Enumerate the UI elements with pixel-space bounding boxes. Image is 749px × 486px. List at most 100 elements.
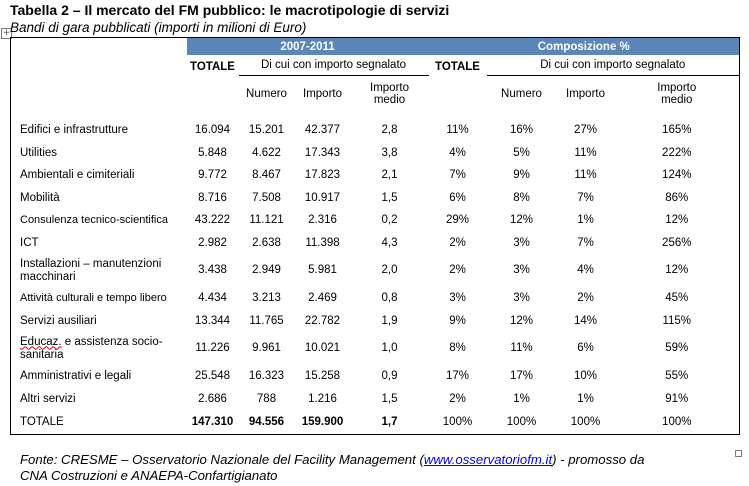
cell-value: 0,9 <box>381 370 398 383</box>
header-medio: medio <box>373 94 406 106</box>
table-row: ICT 2.982 2.638 11.398 4,3 2% 3% 7% 256% <box>11 232 740 255</box>
cell-value: 1,0 <box>381 342 398 354</box>
cell-value: 2,0 <box>381 264 398 276</box>
cell-value: 17.343 <box>304 146 341 159</box>
cell-value: 5.981 <box>308 264 337 276</box>
cell-value: 10% <box>573 370 598 383</box>
cell-value: 2% <box>449 236 466 249</box>
cell-value: 11.121 <box>249 214 284 227</box>
cell-value: 3% <box>449 292 466 305</box>
header-pct-totale: TOTALE <box>435 61 480 73</box>
cell-value: 9% <box>513 169 530 182</box>
header-totale: TOTALE <box>190 61 235 73</box>
cell-value: 11% <box>574 169 597 182</box>
cell-value: 12% <box>665 214 689 227</box>
cell-value: 1,5 <box>381 392 398 405</box>
header-composition: Composizione % <box>428 37 740 55</box>
cell-value: 59% <box>665 342 689 354</box>
cell-value: 12% <box>509 214 534 227</box>
header-period: 2007-2011 <box>186 37 429 55</box>
cell-value: 0,2 <box>381 214 398 227</box>
cell-value: 115% <box>662 314 692 327</box>
cell-value: 25.548 <box>194 370 231 383</box>
row-label: ICT <box>20 236 39 249</box>
cell-value: 788 <box>256 392 277 405</box>
cell-value: 11.226 <box>195 342 230 354</box>
text: macchinari <box>20 270 76 283</box>
cell-value: 1,7 <box>381 416 398 428</box>
table-row: Mobilità 8.716 7.508 10.917 1,5 6% 8% 7% 86% <box>11 187 740 210</box>
cell-value: 2.949 <box>252 264 281 276</box>
cell-value: 11% <box>574 146 597 159</box>
cell-value: 124% <box>662 169 692 182</box>
cell-value: 7% <box>449 169 466 182</box>
cell-value: 1% <box>577 214 594 227</box>
header-importo-medio: Importo <box>370 82 409 94</box>
row-label: Ambientali e cimiteriali <box>20 169 135 182</box>
cell-value: 1% <box>513 392 530 405</box>
row-label: Consulenza tecnico-scientifica <box>20 214 168 227</box>
cell-value: 3% <box>513 292 530 305</box>
cell-value: 22.782 <box>304 314 341 327</box>
header-pct-numero: Numero <box>501 88 542 100</box>
table-row: Altri servizi 2.686 788 1.216 1,5 2% 1% 1% 91% <box>11 388 740 411</box>
cell-value: 1,5 <box>381 191 398 204</box>
cell-value: 17% <box>445 370 470 383</box>
cell-value: 11% <box>510 342 533 354</box>
source-note: Fonte: CRESME – Osservatorio Nazionale d… <box>20 452 644 484</box>
cell-value: 2% <box>449 264 466 276</box>
text: sanitaria <box>20 348 64 361</box>
text: ) - promosso da <box>552 452 645 467</box>
cell-value: 147.310 <box>191 416 234 428</box>
cell-value: 11% <box>446 124 469 137</box>
text: e assistenza socio- <box>61 335 163 348</box>
resize-handle-icon[interactable] <box>735 450 742 457</box>
cell-value: 6% <box>449 191 466 204</box>
cell-value: 5% <box>513 146 530 159</box>
cell-value: 100% <box>662 416 692 428</box>
cell-value: 3,8 <box>381 146 398 159</box>
cell-value: 0,8 <box>381 292 398 305</box>
table-row: Ambientali e cimiteriali 9.772 8.467 17.82… <box>11 164 740 187</box>
cell-value: 2.638 <box>252 236 281 249</box>
cell-value: 91% <box>665 392 689 405</box>
cell-value: 8% <box>513 191 530 204</box>
text: CNA Costruzioni e ANAEPA-Confartigianato <box>20 468 278 483</box>
table-row: Utilities 5.848 4.622 17.343 3,8 4% 5% 11% 222… <box>11 142 740 165</box>
cell-value: 3.438 <box>198 264 227 276</box>
row-label: TOTALE <box>20 416 64 428</box>
cell-value: 16% <box>509 124 534 137</box>
market-table: 2007-2011 Composizione % TOTALE Di cui c… <box>10 37 741 435</box>
cell-value: 14% <box>573 314 598 327</box>
text: Installazioni – manutenzioni <box>20 257 162 270</box>
cell-value: 4,3 <box>381 236 398 249</box>
row-label: Utilities <box>20 146 58 159</box>
cell-value: 2,1 <box>381 169 398 182</box>
cell-value: 8.716 <box>198 191 227 204</box>
cell-value: 2% <box>449 392 466 405</box>
cell-value: 42.377 <box>304 124 341 137</box>
cell-value: 13.344 <box>194 314 231 327</box>
row-label: Attività culturali e tempo libero <box>20 292 167 305</box>
spellcheck-word: Educaz. <box>20 335 62 348</box>
text: Fonte: CRESME – Osservatorio Nazionale d… <box>20 452 424 467</box>
cell-value: 2.982 <box>198 236 227 249</box>
cell-value: 4% <box>577 264 594 276</box>
table-row: Attività culturali e tempo libero 4.434 3… <box>11 287 740 310</box>
cell-value: 100% <box>442 416 473 428</box>
cell-value: 2% <box>577 292 594 305</box>
table-subtitle: Bandi di gara pubblicati (importi in mil… <box>10 20 307 35</box>
cell-value: 12% <box>509 314 534 327</box>
cell-value: 11.765 <box>249 314 284 327</box>
cell-value: 1,9 <box>381 314 398 327</box>
move-handle-icon[interactable]: + <box>1 28 12 39</box>
header-pct-di-cui: Di cui con importo segnalato <box>486 55 740 76</box>
header-pct-importo: Importo <box>566 88 605 100</box>
cell-value: 94.556 <box>248 416 285 428</box>
header-di-cui: Di cui con importo segnalato <box>238 55 429 76</box>
header-numero: Numero <box>246 88 287 100</box>
source-link[interactable]: www.osservatoriofm.it <box>423 452 553 467</box>
cell-value: 16.094 <box>194 124 231 137</box>
table-row: Installazioni – manutenzioni macchinari 3… <box>11 254 740 287</box>
cell-value: 17% <box>509 370 534 383</box>
